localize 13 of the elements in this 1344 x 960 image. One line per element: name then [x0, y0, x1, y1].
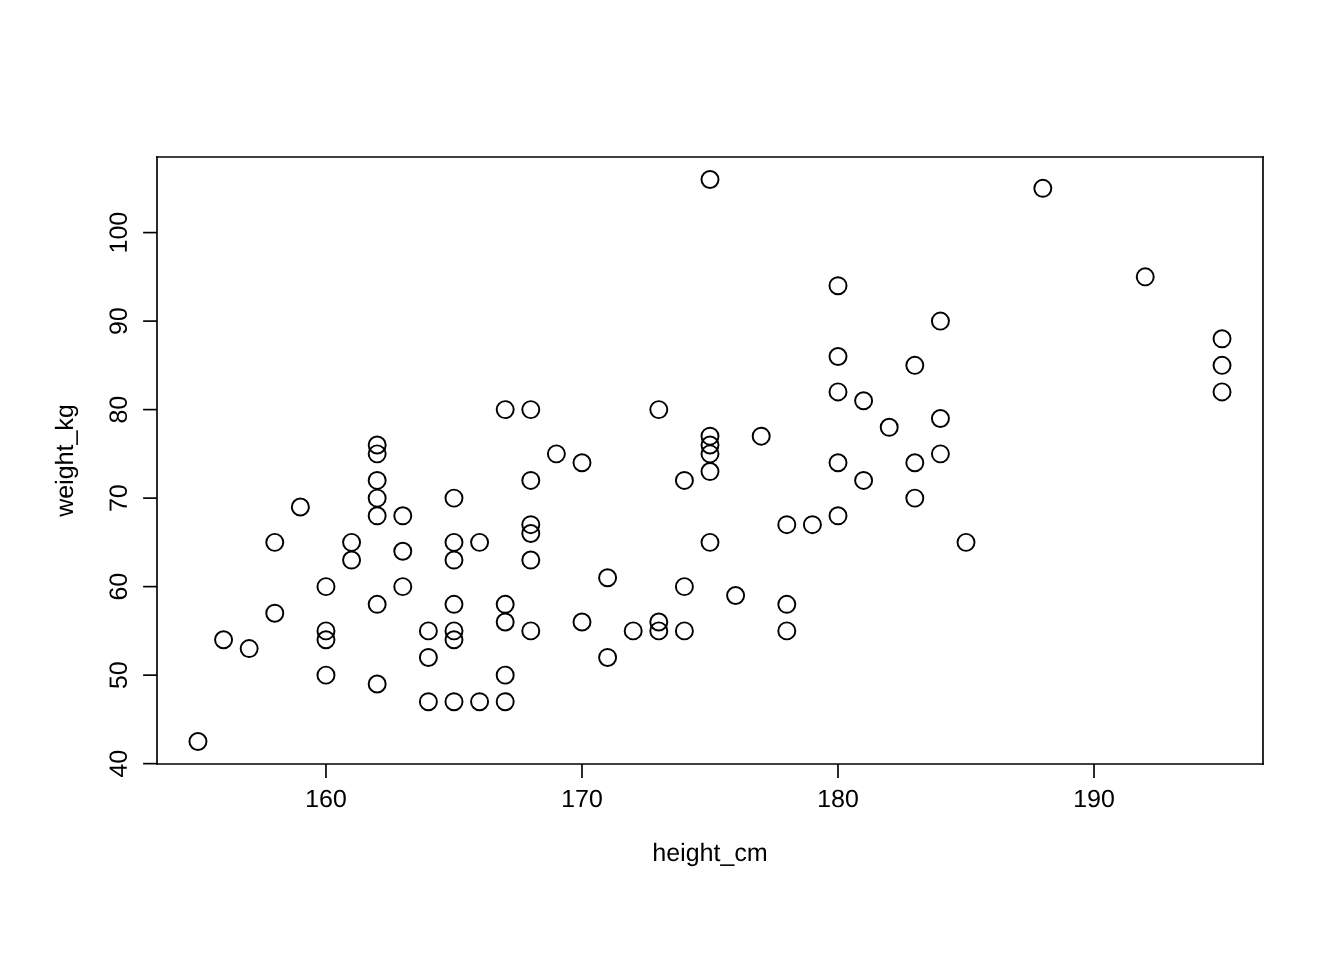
y-tick-label: 60 — [109, 573, 128, 600]
y-tick-label: 100 — [109, 212, 128, 252]
x-tick-label: 180 — [819, 789, 858, 808]
y-axis-title: weight_kg — [54, 405, 79, 517]
y-tick-label: 50 — [109, 662, 128, 689]
x-tick-label: 160 — [307, 789, 346, 808]
y-tick-label: 80 — [109, 396, 128, 423]
x-tick-label: 170 — [563, 789, 602, 808]
y-tick-label: 40 — [109, 750, 128, 777]
x-axis-title: height_cm — [654, 842, 767, 867]
x-tick-label: 190 — [1075, 789, 1114, 808]
y-tick-label: 90 — [109, 308, 128, 334]
y-tick-label: 70 — [109, 485, 128, 511]
